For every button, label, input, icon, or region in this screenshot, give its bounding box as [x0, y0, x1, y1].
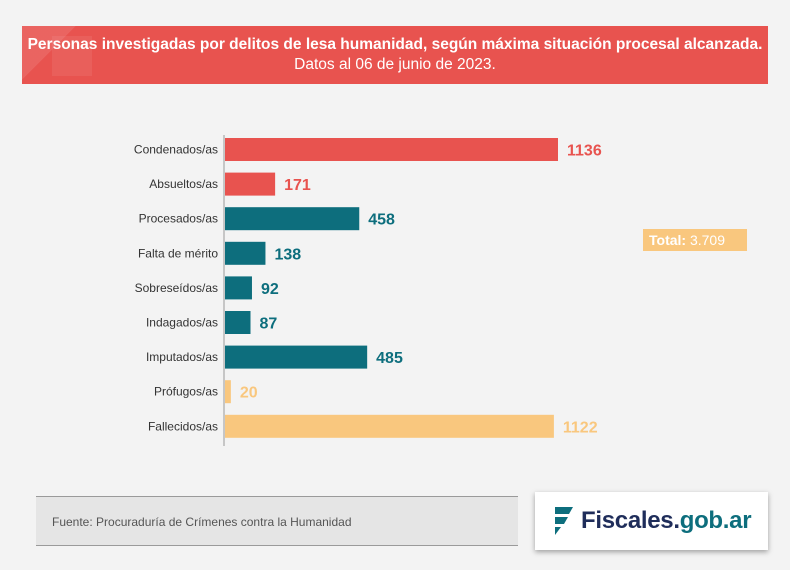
category-label: Falta de mérito: [138, 246, 218, 260]
value-label: 20: [240, 385, 258, 402]
category-label: Absueltos/as: [149, 177, 218, 191]
total-label: Total:: [649, 232, 687, 248]
value-label: 92: [261, 281, 279, 298]
category-label: Indagados/as: [146, 316, 218, 330]
category-label: Procesados/as: [139, 212, 218, 226]
logo-main: Fiscales.: [581, 507, 680, 534]
logo-accent: gob.ar: [679, 507, 752, 534]
source-box: Fuente: Procuraduría de Crímenes contra …: [36, 496, 518, 546]
category-label: Prófugos/as: [154, 385, 218, 399]
banner-decoration-square: [52, 36, 92, 76]
title-banner: Personas investigadas por delitos de les…: [22, 26, 768, 84]
fiscales-logo: Fiscales.gob.ar: [535, 492, 768, 550]
value-label: 1136: [567, 143, 602, 160]
total-badge: Total: 3.709: [643, 229, 747, 251]
category-label: Condenados/as: [134, 143, 218, 157]
bar: [225, 138, 558, 161]
chart-title: Personas investigadas por delitos de les…: [22, 35, 768, 75]
bar: [225, 345, 368, 369]
banner-decoration: [22, 26, 117, 84]
total-value: 3.709: [689, 232, 726, 248]
bar: [225, 311, 251, 334]
category-label: Sobreseídos/as: [135, 281, 218, 295]
fiscales-flag-icon: [555, 507, 573, 535]
bar-chart: Condenados/as 1136 Absueltos/as 171 Procesad…: [134, 135, 602, 446]
logo-wordmark: Fiscales.gob.ar: [581, 507, 752, 535]
category-label: Fallecidos/as: [148, 419, 218, 433]
bar: [225, 380, 231, 404]
value-label: 485: [376, 350, 403, 367]
source-text: Fuente: Procuraduría de Crímenes contra …: [52, 515, 352, 529]
bar: [225, 172, 276, 196]
value-label: 138: [274, 246, 301, 263]
bar: [225, 241, 266, 265]
bar: [225, 276, 252, 300]
value-label: 171: [284, 177, 311, 194]
bar: [225, 207, 360, 231]
value-label: 87: [260, 316, 278, 333]
category-label: Imputados/as: [146, 350, 218, 364]
bar: [225, 414, 554, 438]
value-label: 1122: [563, 419, 598, 436]
chart-title-date: Datos al 06 de junio de 2023.: [294, 56, 496, 73]
chart-title-bold: Personas investigadas por delitos de les…: [27, 36, 763, 53]
value-label: 458: [368, 212, 395, 229]
